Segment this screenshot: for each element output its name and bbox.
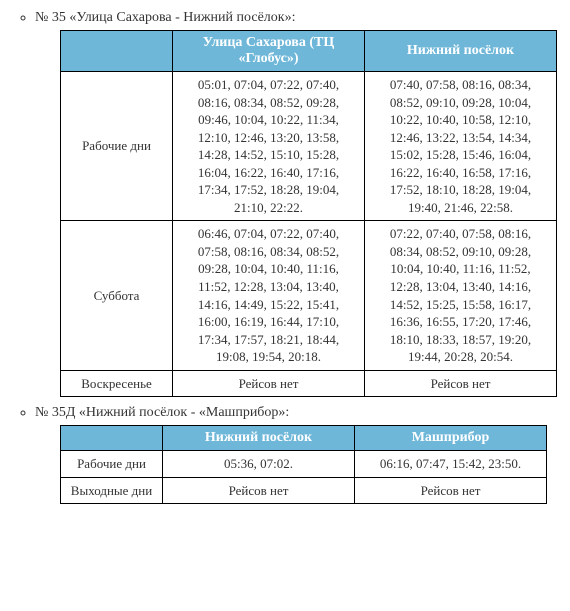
route-title: № 35 «Улица Сахарова - Нижний посёлок»: [35, 10, 295, 25]
cell-times: Рейсов нет [163, 477, 355, 504]
table-row: Рабочие дни 05:01, 07:04, 07:22, 07:40, … [61, 72, 557, 221]
header-stop-1: Нижний посёлок [163, 426, 355, 451]
route-list: № 35 «Улица Сахарова - Нижний посёлок»: … [10, 10, 560, 504]
header-stop-2: Машприбор [355, 426, 547, 451]
route-35: № 35 «Улица Сахарова - Нижний посёлок»: … [35, 10, 560, 397]
header-blank [61, 31, 173, 72]
cell-times: 06:16, 07:47, 15:42, 23:50. [355, 451, 547, 478]
table-row: Воскресенье Рейсов нет Рейсов нет [61, 370, 557, 397]
cell-times: 06:46, 07:04, 07:22, 07:40, 07:58, 08:16… [173, 221, 365, 370]
row-label: Воскресенье [61, 370, 173, 397]
header-blank [61, 426, 163, 451]
table-row: Выходные дни Рейсов нет Рейсов нет [61, 477, 547, 504]
table-row: Суббота 06:46, 07:04, 07:22, 07:40, 07:5… [61, 221, 557, 370]
cell-times: 07:40, 07:58, 08:16, 08:34, 08:52, 09:10… [365, 72, 557, 221]
cell-times: 05:01, 07:04, 07:22, 07:40, 08:16, 08:34… [173, 72, 365, 221]
schedule-table-35: Улица Сахарова (ТЦ «Глобус») Нижний посё… [60, 30, 557, 397]
table-row: Рабочие дни 05:36, 07:02. 06:16, 07:47, … [61, 451, 547, 478]
row-label: Рабочие дни [61, 72, 173, 221]
row-label: Суббота [61, 221, 173, 370]
row-label: Рабочие дни [61, 451, 163, 478]
route-35d: № 35Д «Нижний посёлок - «Машприбор»: Ниж… [35, 405, 560, 504]
cell-times: Рейсов нет [355, 477, 547, 504]
cell-times: Рейсов нет [173, 370, 365, 397]
route-title: № 35Д «Нижний посёлок - «Машприбор»: [35, 405, 289, 420]
schedule-table-35d: Нижний посёлок Машприбор Рабочие дни 05:… [60, 425, 547, 504]
header-stop-1: Улица Сахарова (ТЦ «Глобус») [173, 31, 365, 72]
header-row: Нижний посёлок Машприбор [61, 426, 547, 451]
cell-times: Рейсов нет [365, 370, 557, 397]
row-label: Выходные дни [61, 477, 163, 504]
header-row: Улица Сахарова (ТЦ «Глобус») Нижний посё… [61, 31, 557, 72]
header-stop-2: Нижний посёлок [365, 31, 557, 72]
cell-times: 05:36, 07:02. [163, 451, 355, 478]
cell-times: 07:22, 07:40, 07:58, 08:16, 08:34, 08:52… [365, 221, 557, 370]
